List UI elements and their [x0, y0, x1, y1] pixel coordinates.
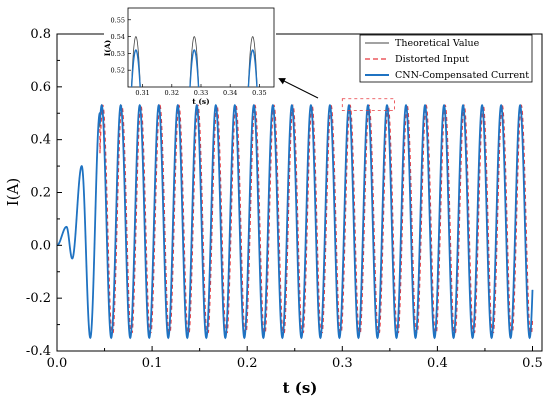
y-tick-label: 0.2: [30, 186, 51, 201]
x-tick-label: 0.4: [427, 356, 448, 371]
inset-x-tick-label: 0.35: [252, 89, 266, 97]
inset-y-tick-label: 0.52: [111, 67, 125, 75]
inset-y-axis-title: I(A): [103, 40, 112, 56]
inset-compensated-peak: [189, 49, 200, 87]
y-tick-label: 0.0: [30, 238, 51, 253]
legend-label-compensated: CNN-Compensated Current: [395, 70, 529, 81]
inset-x-tick-label: 0.33: [194, 89, 208, 97]
y-tick-label: -0.4: [26, 344, 51, 359]
inset-ticks: 0.31 0.32 0.33 0.34 0.35 0.52 0.53 0.54 0.55: [111, 16, 267, 97]
main-ticks: 0.0 0.1 0.2 0.3 0.4 0.5 -0.4 -0.2 0.0 0.2 0.4 0.6 0.…: [26, 27, 543, 371]
inset-x-tick-label: 0.31: [135, 89, 149, 97]
x-tick-label: 0.3: [332, 356, 353, 371]
x-tick-label: 0.2: [237, 356, 258, 371]
legend-label-distorted: Distorted Input: [395, 54, 469, 65]
distorted-input-line: [56, 104, 534, 339]
inset-y-tick-label: 0.54: [111, 33, 125, 41]
y-tick-label: 0.4: [30, 133, 51, 148]
y-tick-label: 0.8: [30, 27, 51, 42]
inset-y-tick-label: 0.55: [111, 16, 125, 24]
y-tick-label: -0.2: [26, 291, 51, 306]
legend-label-theoretical: Theoretical Value: [395, 38, 480, 49]
y-axis-title: I(A): [4, 178, 22, 206]
inset-y-tick-label: 0.53: [111, 50, 125, 58]
inset-x-tick-label: 0.32: [165, 89, 179, 97]
zoom-region-marker: [341, 98, 395, 112]
x-axis-title: t (s): [283, 379, 318, 397]
inset-plot: [130, 36, 258, 87]
main-plot: [56, 103, 534, 340]
x-tick-label: 0.5: [522, 356, 543, 371]
zoom-arrow: [278, 78, 319, 99]
cnn-compensated-line: [56, 103, 534, 340]
inset-x-axis-title: t (s): [192, 97, 209, 106]
x-tick-label: 0.1: [142, 356, 163, 371]
y-tick-label: 0.6: [30, 80, 51, 95]
inset-compensated-peak: [247, 49, 258, 87]
inset-compensated-peak: [130, 49, 141, 87]
inset-x-tick-label: 0.34: [223, 89, 237, 97]
x-tick-label: 0.0: [47, 356, 68, 371]
legend: Theoretical Value Distorted Input CNN-Co…: [359, 34, 533, 83]
